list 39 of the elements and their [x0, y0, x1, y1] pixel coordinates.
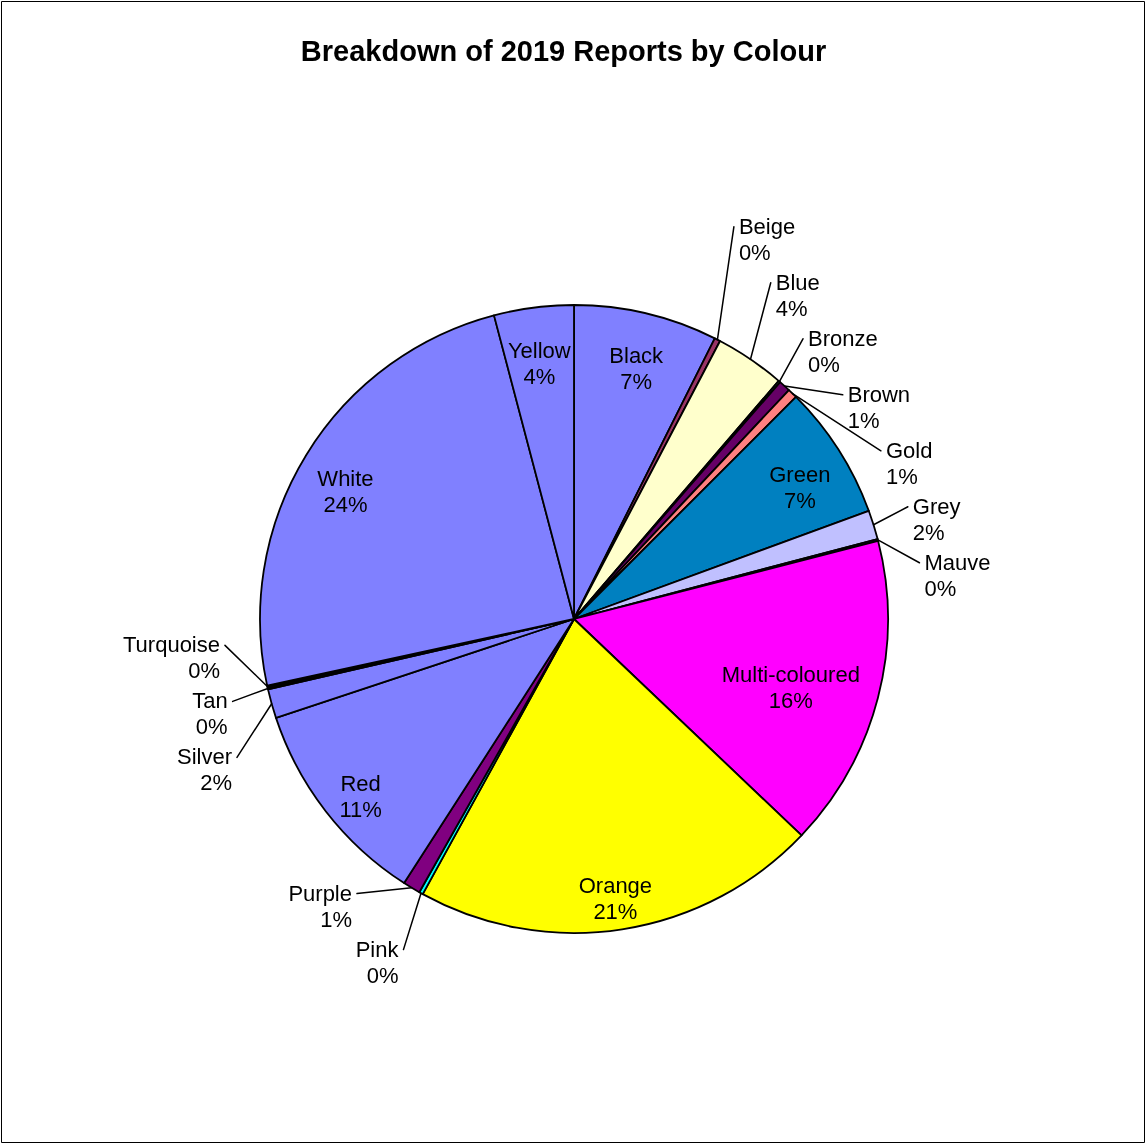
slice-label: Beige [738, 213, 796, 239]
data-label: 2% [200, 770, 232, 796]
slice-label: Brown [847, 381, 911, 407]
chart-title: Breakdown of 2019 Reports by Colour [300, 35, 827, 67]
slice-label: Grey [912, 493, 961, 519]
data-label: 0% [738, 239, 771, 265]
slice-label: Red [340, 771, 381, 797]
data-label: 0% [188, 658, 220, 684]
data-label: 4% [523, 364, 556, 390]
data-label: 21% [593, 898, 638, 924]
slice-label: Orange [578, 872, 653, 898]
data-label: 1% [885, 463, 918, 489]
slice-label: Purple [288, 880, 352, 906]
slice-label: Black [609, 343, 665, 369]
data-label: 1% [847, 407, 880, 433]
slice-label: White [317, 465, 374, 491]
data-label: 0% [807, 351, 840, 377]
slice-label: Pink [355, 936, 400, 962]
slice-label: Yellow [507, 338, 571, 364]
data-label: 0% [195, 714, 228, 740]
data-label: 7% [620, 369, 653, 395]
data-label: 16% [768, 688, 813, 714]
slice-label: Mauve [924, 549, 991, 575]
data-label: 11% [339, 797, 382, 823]
data-label: 1% [320, 906, 352, 932]
slice-label: Gold [885, 437, 933, 463]
data-label: 0% [366, 962, 399, 988]
data-label: 24% [323, 491, 368, 517]
slice-label: Blue [775, 269, 820, 295]
slice-label: Silver [176, 744, 232, 770]
data-label: 4% [775, 295, 808, 321]
slice-label: Turquoise [122, 632, 220, 658]
slice-label: Bronze [807, 325, 878, 351]
slice-label: Tan [192, 688, 228, 714]
data-label: 0% [924, 575, 957, 601]
slice-label: Green [769, 461, 831, 487]
slice-label: Multi-coloured [721, 662, 860, 688]
data-label: 7% [783, 487, 816, 513]
data-label: 2% [912, 519, 945, 545]
